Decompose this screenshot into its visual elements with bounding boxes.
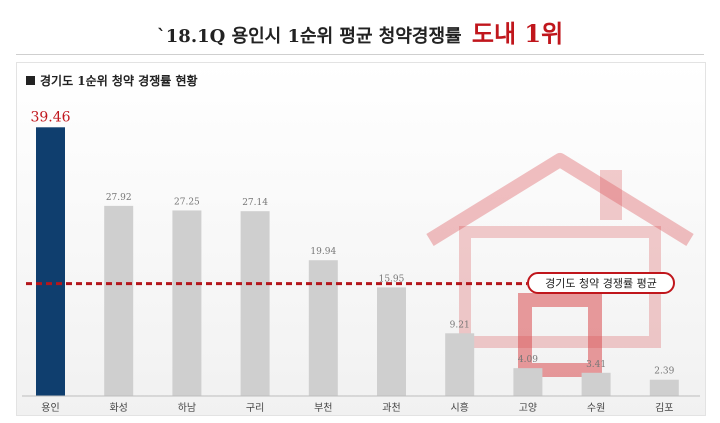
section-title-text: 경기도 1순위 청약 경쟁률 현황 (40, 74, 198, 88)
value-label-용인: 39.46 (30, 109, 70, 125)
category-label-수원: 수원 (587, 402, 605, 414)
value-labels-group: 39.46 27.92 27.25 27.14 19.94 15.95 9.21 4.09 3.… (30, 109, 674, 376)
category-label-용인: 용인 (41, 402, 59, 414)
bar-수원 (581, 372, 611, 396)
bar-용인 (36, 127, 65, 396)
category-label-부천: 부천 (314, 402, 332, 414)
bar-시흥 (445, 333, 475, 396)
category-label-구리: 구리 (246, 402, 264, 414)
value-label-수원: 3.41 (586, 360, 606, 370)
value-label-구리: 27.14 (242, 198, 268, 208)
bars-group (22, 127, 700, 397)
bar-하남 (172, 210, 202, 396)
bar-구리 (240, 211, 270, 396)
value-label-김포: 2.39 (654, 367, 674, 377)
value-label-시흥: 9.21 (450, 320, 470, 330)
section-title: 경기도 1순위 청약 경쟁률 현황 (26, 72, 198, 89)
category-label-하남: 하남 (178, 401, 196, 414)
category-label-고양: 고양 (519, 402, 537, 414)
category-labels-group: 용인 화성 하남 구리 부천 과천 시흥 고양 수원 김포 (41, 401, 673, 414)
average-reference-text: 경기도 청약 경쟁률 평균 (545, 277, 657, 290)
bar-부천 (308, 260, 338, 396)
bar-과천 (377, 287, 406, 396)
bar-화성 (104, 205, 134, 396)
page-title: `18.1Q 용인시 1순위 평균 청약경쟁률 도내 1위 (0, 14, 720, 49)
category-label-시흥: 시흥 (450, 401, 468, 414)
bar-김포 (649, 379, 679, 396)
bullet-square-icon (26, 76, 35, 85)
value-label-고양: 4.09 (518, 355, 538, 365)
title-highlight: 도내 1위 (471, 19, 564, 48)
house-icon (426, 153, 694, 377)
category-label-과천: 과천 (382, 402, 400, 414)
title-divider (16, 54, 704, 55)
value-label-과천: 15.95 (379, 274, 405, 284)
average-reference-label: 경기도 청약 경쟁률 평균 (527, 272, 675, 294)
category-label-김포: 김포 (655, 402, 673, 414)
title-prefix: `18.1Q 용인시 1순위 평균 청약경쟁률 (156, 26, 462, 47)
value-label-하남: 27.25 (174, 197, 200, 207)
value-label-화성: 27.92 (106, 193, 132, 203)
value-label-부천: 19.94 (310, 247, 336, 257)
category-label-화성: 화성 (109, 402, 127, 414)
bar-고양 (513, 368, 543, 396)
